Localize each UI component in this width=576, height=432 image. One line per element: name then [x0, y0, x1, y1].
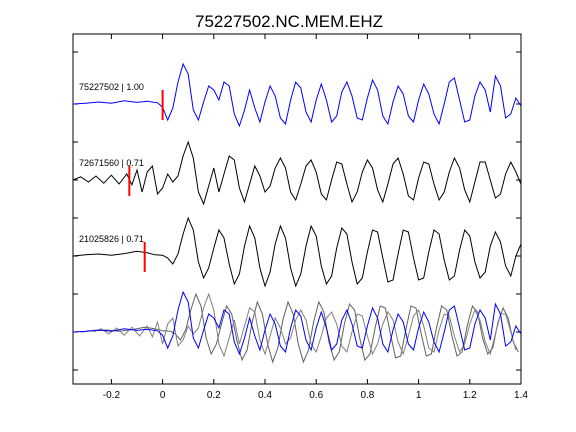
overlay-trace-72671560	[93, 292, 517, 358]
y-tick-marks	[73, 51, 521, 371]
x-tick-label-4: 0.6	[309, 390, 323, 401]
trace-labels: 75227502 | 1.00 72671560 | 0.71 21025826 |…	[79, 82, 144, 244]
traces-layer	[72, 62, 522, 288]
x-tick-label-6: 1	[416, 390, 422, 401]
trace-21025826	[72, 216, 522, 288]
x-tick-label-5: 0.8	[360, 390, 374, 401]
trace-label-72671560: 72671560 | 0.71	[79, 158, 144, 168]
trace-label-21025826: 21025826 | 0.71	[79, 234, 144, 244]
overlay-trace-75227502	[72, 290, 522, 356]
x-tick-label-1: 0	[160, 390, 166, 401]
pick-markers	[128, 90, 164, 272]
x-tick-label-2: 0.2	[207, 390, 221, 401]
overlay-trace-21025826	[80, 292, 519, 364]
x-tick-label-8: 1.4	[514, 390, 528, 401]
trace-label-75227502: 75227502 | 1.00	[79, 82, 144, 92]
x-tick-label-7: 1.2	[463, 390, 477, 401]
x-axis: -0.2 0 0.2 0.4 0.6 0.8 1 1.2 1.4	[103, 34, 528, 401]
trace-72671560	[72, 140, 522, 206]
plot-frame	[72, 33, 522, 385]
overlay-panel	[72, 290, 522, 364]
x-tick-label-0: -0.2	[103, 390, 121, 401]
chart-title: 75227502.NC.MEM.EHZ	[195, 12, 383, 31]
x-tick-label-3: 0.4	[258, 390, 272, 401]
trace-75227502	[72, 62, 522, 128]
